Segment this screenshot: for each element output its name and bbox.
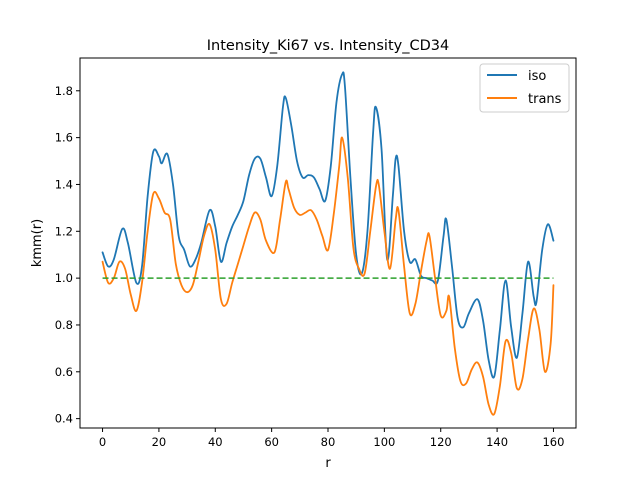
y-tick-label: 0.6 xyxy=(55,365,73,379)
legend-label-trans: trans xyxy=(528,92,562,107)
x-tick-label: 100 xyxy=(373,435,395,449)
legend-label-iso: iso xyxy=(528,69,546,84)
x-tick-label: 20 xyxy=(152,435,167,449)
y-tick-label: 0.4 xyxy=(55,412,73,426)
y-tick-label: 1.4 xyxy=(55,177,73,191)
series-line-iso xyxy=(101,71,555,379)
y-tick-label: 1.2 xyxy=(55,224,73,238)
x-tick-label: 120 xyxy=(430,435,452,449)
x-tick-label: 140 xyxy=(486,435,508,449)
axis-ticks: 0 20 40 60 80 100 120 140 160 0.4 0.6 0.8 1.0 1.2 1.4 1… xyxy=(55,84,565,449)
y-tick-label: 1.6 xyxy=(55,131,73,145)
y-axis-label: kmm(r) xyxy=(30,219,45,267)
chart-title: Intensity_Ki67 vs. Intensity_CD34 xyxy=(207,38,449,54)
series-line-trans xyxy=(101,136,555,416)
x-axis-label: r xyxy=(325,456,331,471)
x-tick-label: 80 xyxy=(321,435,336,449)
y-tick-label: 0.8 xyxy=(55,318,73,332)
y-tick-label: 1.0 xyxy=(55,271,73,285)
x-tick-label: 60 xyxy=(264,435,279,449)
x-tick-label: 40 xyxy=(208,435,223,449)
legend: iso trans xyxy=(479,63,570,113)
x-tick-label: 160 xyxy=(542,435,564,449)
y-tick-label: 1.8 xyxy=(55,84,73,98)
plot-area xyxy=(101,71,555,416)
x-tick-label: 0 xyxy=(99,435,106,449)
